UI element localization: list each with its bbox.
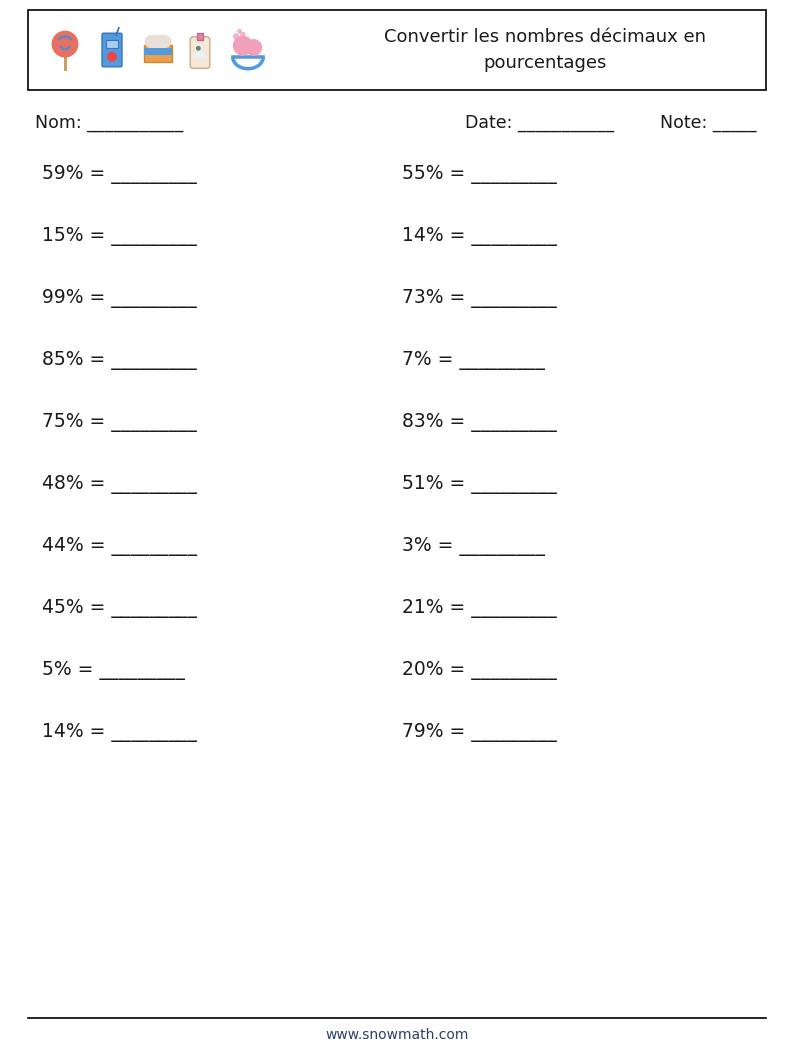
Text: Date: ___________: Date: ___________: [465, 114, 614, 132]
Bar: [28, 9, 766, 90]
Text: 15% = _________: 15% = _________: [42, 227, 197, 246]
Text: 48% = _________: 48% = _________: [42, 476, 197, 495]
Text: 20% = _________: 20% = _________: [402, 661, 557, 680]
Text: 7% = _________: 7% = _________: [402, 352, 545, 371]
Text: 99% = _________: 99% = _________: [42, 290, 197, 309]
Text: Nom: ___________: Nom: ___________: [35, 114, 183, 132]
Bar: [195, 52, 205, 59]
Circle shape: [159, 36, 171, 47]
Bar: [106, 40, 118, 48]
FancyBboxPatch shape: [102, 34, 122, 66]
Text: 45% = _________: 45% = _________: [42, 599, 197, 618]
FancyBboxPatch shape: [191, 37, 210, 68]
Text: 21% = _________: 21% = _________: [402, 599, 557, 618]
Circle shape: [233, 37, 252, 55]
Text: 51% = _________: 51% = _________: [402, 476, 557, 495]
Text: www.snowmath.com: www.snowmath.com: [326, 1028, 468, 1042]
Text: Convertir les nombres décimaux en
pourcentages: Convertir les nombres décimaux en pource…: [384, 28, 706, 72]
Circle shape: [148, 36, 160, 47]
Bar: [145, 48, 172, 55]
Circle shape: [52, 32, 78, 57]
Circle shape: [233, 34, 239, 39]
Text: 83% = _________: 83% = _________: [402, 414, 557, 433]
Circle shape: [246, 40, 261, 55]
Text: 14% = _________: 14% = _________: [402, 227, 557, 246]
Text: 75% = _________: 75% = _________: [42, 414, 197, 433]
Circle shape: [237, 29, 241, 33]
Text: 73% = _________: 73% = _________: [402, 290, 557, 309]
Text: 3% = _________: 3% = _________: [402, 537, 545, 556]
Text: Note: _____: Note: _____: [660, 114, 757, 132]
Circle shape: [145, 36, 157, 47]
Circle shape: [197, 46, 200, 49]
Text: 5% = _________: 5% = _________: [42, 661, 185, 680]
Text: 55% = _________: 55% = _________: [402, 165, 557, 184]
Bar: [145, 45, 172, 62]
Circle shape: [241, 33, 245, 37]
Circle shape: [108, 53, 116, 61]
Text: 44% = _________: 44% = _________: [42, 537, 197, 556]
Text: 85% = _________: 85% = _________: [42, 352, 197, 371]
Text: 79% = _________: 79% = _________: [402, 723, 557, 742]
Bar: [197, 33, 203, 40]
Text: 59% = _________: 59% = _________: [42, 165, 197, 184]
Text: 14% = _________: 14% = _________: [42, 723, 197, 742]
Circle shape: [156, 36, 168, 47]
Circle shape: [152, 36, 164, 47]
